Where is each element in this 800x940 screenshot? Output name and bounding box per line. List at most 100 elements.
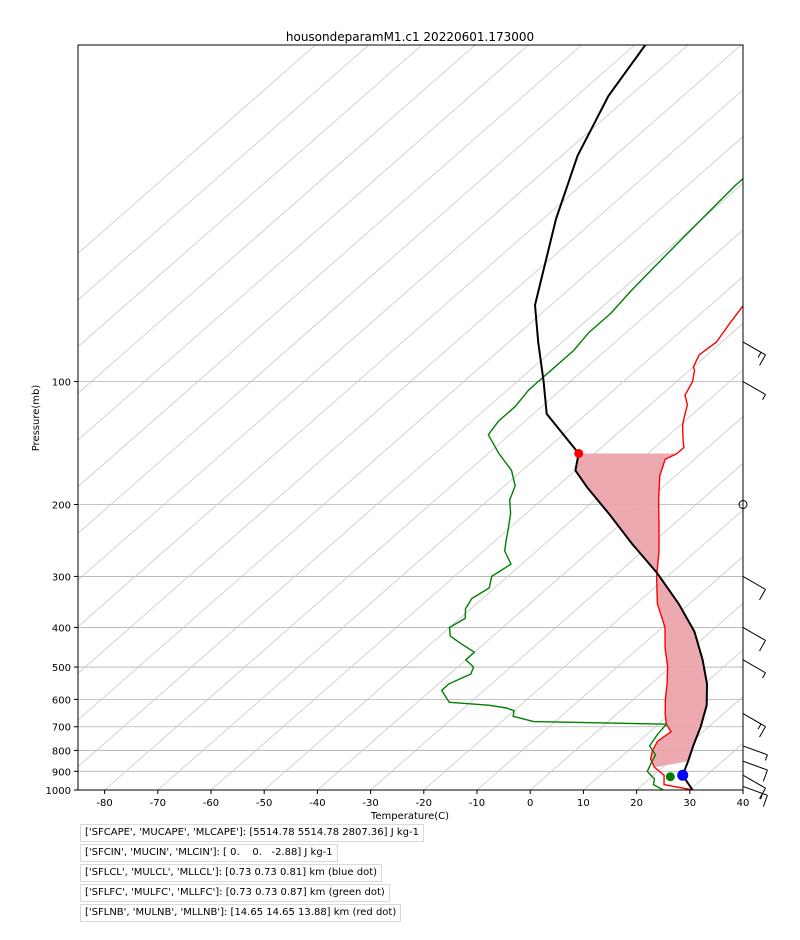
x-tick-label: -60: [203, 798, 219, 809]
plot-frame: [77, 44, 744, 791]
stats-panel: ['SFCAPE', 'MUCAPE', 'MLCAPE']: [5514.78…: [80, 824, 424, 924]
isotherm-line: [742, 789, 743, 790]
x-tick-label: 30: [683, 798, 696, 809]
barb-flag: [757, 352, 762, 358]
isotherm-line: [583, 649, 743, 790]
isotherm-line: [78, 45, 316, 254]
isotherm-line: [78, 45, 582, 488]
x-axis-label: Temperature(C): [370, 811, 449, 822]
lfc-stat: ['SFLFC', 'MULFC', 'MLLFC']: [0.73 0.73 …: [80, 884, 390, 902]
x-tick-label: -50: [256, 798, 272, 809]
parcel-line: [534, 45, 708, 790]
y-tick-label: 900: [52, 767, 71, 778]
barb-flag: [757, 723, 762, 730]
barb-staff: [742, 659, 766, 674]
wind-barb: [742, 381, 766, 400]
barb-staff: [742, 745, 768, 756]
wind-barb: [742, 341, 766, 366]
barb-flag: [762, 672, 766, 679]
barb-staff: [742, 760, 768, 771]
barb-staff: [742, 774, 766, 789]
barb-flag: [759, 640, 766, 652]
barb-flag: [762, 795, 768, 807]
isotherm-line: [78, 45, 635, 534]
y-tick-label: 600: [52, 695, 71, 706]
isotherm-line: [636, 696, 743, 790]
x-tick-label: -30: [362, 798, 378, 809]
isotherm-line: [263, 369, 743, 790]
y-tick-label: 100: [52, 378, 71, 389]
wind-barb: [742, 713, 766, 738]
wind-barb: [742, 785, 768, 807]
wind-barb-calm: [738, 499, 748, 509]
barb-flag: [759, 354, 766, 366]
cape-shading: [575, 453, 707, 768]
isotherm-line: [78, 136, 743, 721]
isotherms: [78, 45, 743, 790]
isotherm-line: [78, 45, 742, 628]
barb-staff: [742, 627, 766, 641]
isotherm-line: [210, 322, 743, 790]
wind-barb: [742, 627, 766, 652]
x-tick-label: 0: [527, 798, 533, 809]
barb-staff: [742, 381, 766, 395]
x-tick-label: -70: [150, 798, 166, 809]
isotherm-line: [529, 602, 743, 790]
lfc-marker: [665, 772, 675, 782]
lcl-stat: ['SFLCL', 'MULCL', 'MLLCL']: [0.73 0.73 …: [80, 864, 383, 882]
isotherm-line: [370, 462, 743, 790]
isotherm-line: [104, 229, 743, 790]
profile-lines: [441, 45, 743, 790]
barb-staff: [742, 341, 766, 356]
chart-title: housondeparamM1.c1 20220601.173000: [286, 30, 534, 44]
wind-barb: [742, 659, 766, 679]
level-markers: [574, 448, 689, 782]
lcl-marker: [677, 769, 689, 781]
x-tick-label: -10: [469, 798, 485, 809]
temperature-line: [649, 304, 743, 790]
barb-staff: [742, 575, 766, 590]
y-tick-label: 500: [52, 663, 71, 674]
wind-barb: [742, 575, 766, 601]
isotherm-line: [78, 45, 369, 301]
barb-flag: [762, 394, 766, 400]
isotherm-line: [78, 89, 743, 674]
x-tick-label: -40: [309, 798, 325, 809]
y-axis-label: Pressure(mb): [31, 385, 42, 452]
dewpoint-line: [441, 177, 743, 790]
x-axis: -80 -70 -60 -50 -40 -30 -20 -10 0 10 20 30 40: [96, 790, 749, 809]
isotherm-line: [78, 45, 529, 441]
isotherm-line: [78, 45, 423, 348]
barb-flag: [759, 726, 766, 738]
lnb-stat: ['SFLNB', 'MULNB', 'MLLNB']: [14.65 14.6…: [80, 904, 402, 922]
isotherm-line: [423, 509, 743, 790]
x-tick-label: 40: [737, 798, 750, 809]
y-tick-label: 800: [52, 746, 71, 757]
x-tick-label: 20: [630, 798, 643, 809]
barb-flag: [764, 754, 768, 761]
y-tick-label: 700: [52, 723, 71, 734]
y-tick-label: 1000: [46, 786, 71, 797]
wind-barb: [742, 745, 768, 761]
y-tick-label: 300: [52, 572, 71, 583]
isotherm-line: [78, 45, 689, 581]
barb-staff: [742, 713, 766, 728]
barb-flag: [759, 589, 766, 601]
lnb-marker: [574, 448, 584, 458]
x-tick-label: 10: [577, 798, 590, 809]
wind-barb: [742, 760, 768, 782]
wind-barbs: [738, 341, 768, 807]
y-tick-label: 400: [52, 623, 71, 634]
y-tick-label: 200: [52, 500, 71, 511]
barb-staff: [742, 785, 768, 796]
isotherm-line: [78, 45, 476, 394]
isotherm-line: [78, 182, 743, 768]
y-axis: 100 200 300 400 500 600 700 800 900 1000: [46, 378, 78, 797]
cin-stat: ['SFCIN', 'MUCIN', 'MLCIN']: [ 0. 0. -2.…: [80, 844, 338, 862]
isotherm-line: [476, 556, 743, 790]
cape-area: [575, 453, 707, 768]
barb-flag: [760, 793, 764, 800]
x-tick-label: -80: [96, 798, 112, 809]
isotherm-line: [157, 276, 743, 790]
